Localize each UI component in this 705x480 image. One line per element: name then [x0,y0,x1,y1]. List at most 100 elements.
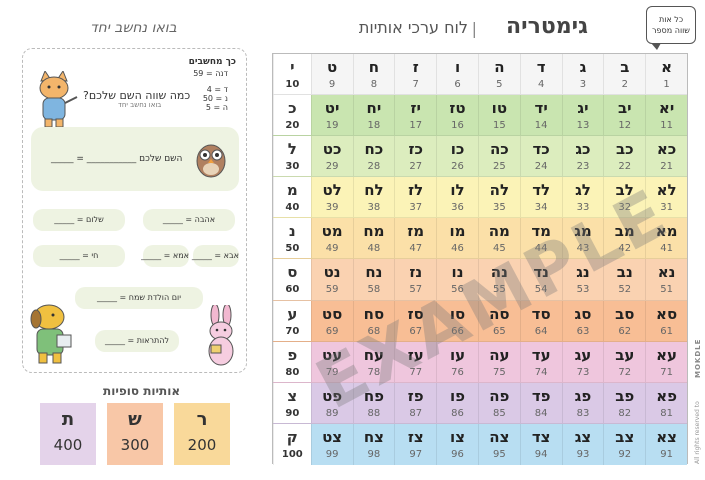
cat-illustration [39,71,78,128]
cell-value: 20 [285,120,300,132]
cell-value: 81 [660,407,673,419]
cell-letter: מו [449,222,466,241]
name-calc-text: השם שלכם ___________ = _____ [51,154,183,164]
letter-cell: כד 24 [519,136,562,177]
cell-value: 4 [537,79,545,90]
row-head-cell: צ 90 [272,382,311,423]
letter-cell: לה 35 [477,177,520,218]
letter-cell: נה 55 [477,259,520,300]
letter-cell: יח 18 [352,95,395,136]
cell-letter: נה [490,263,508,282]
panel-title: בואו נחשב יחד [90,20,177,36]
cell-value: 36 [451,202,464,214]
cell-letter: ט [326,58,338,76]
question-text: כמה שווה השם שלכם? [83,89,191,102]
cell-letter: פח [363,386,384,405]
question-subtext: בואו נחשב יחד [118,101,162,109]
table-row: מא 41 מב 42 מג 43 מד 44 מה 45 מו 46 מז 47 מח 48 מט 49 נ 50 [272,218,687,260]
final-value: 200 [187,436,217,454]
cell-value: 40 [285,202,300,214]
letter-cell: עא 71 [645,341,687,382]
letter-cell: לח 38 [352,177,395,218]
example-line: ד = 4 [206,85,228,94]
letter-cell: כה 25 [477,136,520,177]
cell-letter: פה [489,386,510,405]
page-title: גימטריה [505,14,588,39]
letter-cell: נד 54 [519,259,562,300]
cell-letter: פד [531,386,551,405]
brand-logo: MOKDLE [694,338,702,378]
letter-cell: סז 67 [394,300,436,341]
cell-letter: מג [574,222,592,241]
cell-letter: מד [531,222,551,241]
letter-cell: מג 43 [561,218,604,259]
letter-cell: סא 61 [645,300,687,341]
cell-letter: כז [408,140,423,159]
cell-letter: פ [287,345,298,364]
final-letter: ר [196,409,208,430]
cell-value: 28 [367,161,381,173]
cell-letter: עז [407,345,424,364]
cell-value: 32 [618,202,632,214]
example-heading: כך מחשבים [188,57,236,67]
cell-value: 9 [328,79,336,90]
letter-cell: לג 33 [561,177,604,218]
letter-cell: כא 21 [645,136,687,177]
cell-letter: צה [489,427,510,446]
cell-letter: כה [489,140,509,159]
cell-value: 56 [451,284,464,296]
cell-value: 7 [412,79,419,90]
table-row: צא 91 צב 92 צג 93 צד 94 צה 95 צו 96 צז 97 צח 98 צט 99 ק 100 [272,423,687,465]
cell-value: 93 [576,448,590,460]
cell-value: 6 [454,79,461,90]
cell-letter: ס [287,263,298,282]
letter-cell: פב 82 [603,382,645,423]
letter-cell: כח 28 [352,136,395,177]
cell-value: 13 [576,120,590,132]
cell-value: 25 [492,161,506,173]
cell-letter: כט [322,140,342,159]
cell-value: 30 [285,161,300,173]
cell-value: 90 [285,407,300,419]
letter-cell: מד 44 [519,218,562,259]
row-head-cell: ק 100 [272,423,311,465]
cell-letter: סח [363,304,385,323]
letter-cell: יב 12 [603,95,645,136]
cell-letter: עד [531,345,551,364]
letter-cell: מח 48 [352,218,395,259]
letter-cell: סה 65 [477,300,520,341]
bunny-illustration [208,305,234,366]
cell-letter: מב [614,222,635,241]
letter-cell: נא 51 [645,259,687,300]
cell-letter: נ [288,222,296,241]
cell-value: 52 [618,284,632,296]
cell-value: 15 [492,120,506,132]
row-head-cell: פ 80 [272,341,311,382]
letter-cell: עה 75 [477,341,520,382]
cell-letter: מ [286,181,298,200]
table-row: נא 51 נב 52 נג 53 נד 54 נה 55 נו 56 נז 57 נח 58 נט 59 ס 60 [272,259,687,301]
cell-value: 96 [451,448,464,460]
cell-letter: לח [364,181,384,200]
letter-cell: עב 72 [603,341,645,382]
letter-cell: נו 56 [436,259,478,300]
cell-value: 55 [492,284,506,296]
cell-value: 67 [409,325,423,337]
letter-cell: פט 89 [310,382,353,423]
letter-cell: צד 94 [519,423,562,465]
letter-cell: סח 68 [352,300,395,341]
letter-cell: פא 81 [645,382,687,423]
cell-letter: ד [536,58,546,76]
birthday-calc: יום הולדת שמח = _____ [75,287,203,309]
dad-calc: אבא = _____ [192,245,239,267]
letter-cell: פה 85 [477,382,520,423]
cell-value: 64 [534,325,548,337]
letter-cell: נט 59 [310,259,353,300]
cell-letter: מח [363,222,385,241]
cell-letter: עח [363,345,385,364]
letter-cell: צו 96 [436,423,478,465]
cell-value: 57 [409,284,423,296]
table-row: לא 31 לב 32 לג 33 לד 34 לה 35 לו 36 לז 37 לח 38 לט 39 מ 40 [272,177,687,219]
